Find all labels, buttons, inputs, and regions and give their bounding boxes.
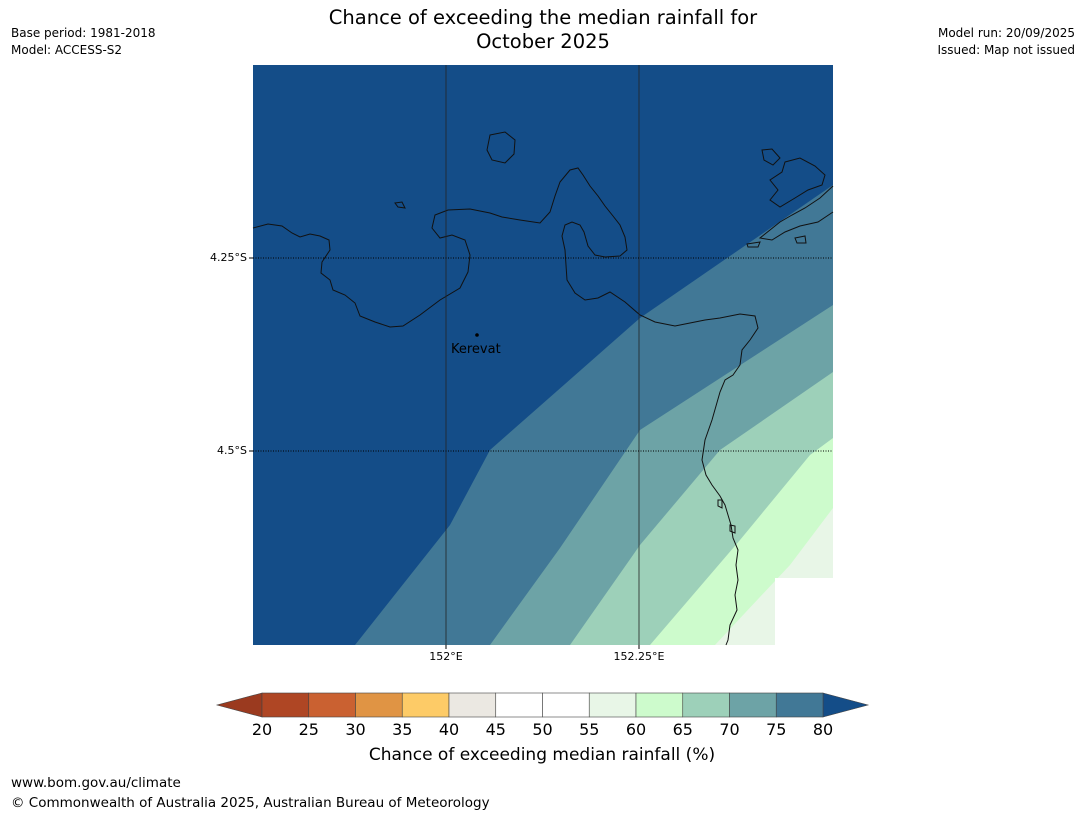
- colorbar-tick-65: 65: [672, 720, 693, 739]
- colorbar-tick-50: 50: [532, 720, 553, 739]
- colorbar-swatch-60-65: [635, 692, 684, 718]
- colorbar-swatch-35-40: [401, 692, 450, 718]
- colorbar-tick-40: 40: [438, 720, 460, 739]
- colorbar-tick-75: 75: [766, 720, 787, 739]
- base-period: Base period: 1981-2018: [11, 26, 156, 40]
- island-north: [486, 131, 516, 164]
- colorbar-swatch-45-50: [495, 692, 543, 718]
- colorbar-tick-30: 30: [345, 720, 366, 739]
- map-title: Chance of exceeding the median rainfall …: [243, 6, 843, 54]
- colorbar-tick-55: 55: [579, 720, 600, 739]
- colorbar-swatch-20-25: [261, 692, 310, 718]
- islet-1: [394, 201, 406, 209]
- colorbar-tick-25: 25: [298, 720, 319, 739]
- graticule: [249, 65, 833, 649]
- title-line-2: October 2025: [476, 30, 610, 53]
- colorbar: [215, 692, 870, 718]
- coastlines: [252, 131, 834, 646]
- colorbar-over-arrow: [822, 692, 870, 718]
- islet-4: [717, 499, 723, 509]
- model-run: Model run: 20/09/2025: [937, 26, 1075, 40]
- colorbar-swatch-50-55: [542, 692, 590, 718]
- colorbar-swatch-30-35: [355, 692, 403, 718]
- colorbar-swatch-25-30: [308, 692, 356, 718]
- meta-right: Model run: 20/09/2025 Issued: Map not is…: [937, 25, 1075, 59]
- lat-label-4-5: 4.5°S: [217, 444, 247, 457]
- islet-5: [729, 524, 736, 534]
- colorbar-swatch-70-75: [729, 692, 777, 718]
- issued-status: Issued: Map not issued: [937, 43, 1075, 57]
- coastline-ne: [758, 185, 834, 241]
- colorbar-under-arrow: [215, 692, 263, 718]
- islet-2: [746, 241, 761, 248]
- colorbar-swatch-75-80: [775, 692, 824, 718]
- island-ne: [761, 148, 781, 166]
- title-line-1: Chance of exceeding the median rainfall …: [328, 6, 758, 29]
- place-label-kerevat: Kerevat: [451, 342, 501, 357]
- lon-label-152: 152°E: [429, 650, 463, 663]
- colorbar-swatch-55-60: [588, 692, 637, 718]
- coastline-main: [252, 167, 759, 646]
- footer-copyright: © Commonwealth of Australia 2025, Austra…: [11, 795, 490, 811]
- colorbar-tick-60: 60: [625, 720, 647, 739]
- lat-label-4-25: 4.25°S: [210, 251, 247, 264]
- meta-left: Base period: 1981-2018 Model: ACCESS-S2: [11, 25, 156, 59]
- model-name: Model: ACCESS-S2: [11, 43, 123, 57]
- colorbar-label: Chance of exceeding median rainfall (%): [368, 745, 716, 765]
- colorbar-swatch-65-70: [682, 692, 730, 718]
- colorbar-tick-20: 20: [251, 720, 273, 739]
- no-data-wedge: [775, 578, 833, 645]
- colorbar-swatch-40-45: [448, 692, 497, 718]
- colorbar-tick-45: 45: [485, 720, 506, 739]
- footer-url: www.bom.gov.au/climate: [11, 775, 181, 791]
- island-ne-2: [769, 157, 826, 208]
- lon-label-152-25: 152.25°E: [613, 650, 665, 663]
- rainfall-contours: [253, 65, 833, 645]
- colorbar-tick-35: 35: [392, 720, 413, 739]
- place-marker-kerevat: [475, 333, 479, 337]
- colorbar-tick-70: 70: [719, 720, 740, 739]
- islet-3: [794, 235, 807, 244]
- colorbar-tick-80: 80: [812, 720, 834, 739]
